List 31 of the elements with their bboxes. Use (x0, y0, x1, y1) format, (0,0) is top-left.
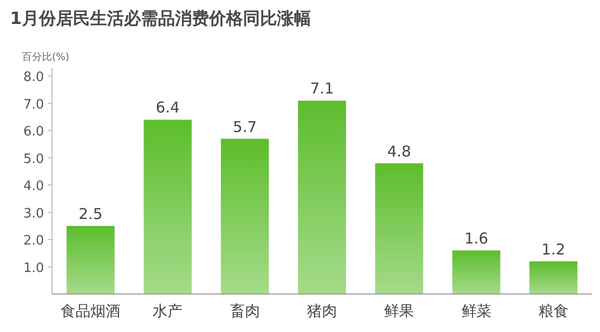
y-tick-label: 6.0 (23, 124, 44, 140)
data-label: 2.5 (78, 204, 102, 223)
bar (529, 261, 578, 294)
y-tick-label: 8.0 (23, 70, 44, 86)
y-tick-label: 3.0 (23, 206, 44, 222)
x-tick-label: 猪肉 (307, 302, 337, 320)
data-label: 5.7 (232, 118, 257, 136)
data-label: 4.8 (387, 142, 412, 160)
x-tick-label: 鲜菜 (461, 302, 492, 320)
x-tick-label: 水产 (152, 302, 183, 320)
data-label: 1.2 (542, 240, 566, 258)
bar (66, 226, 115, 294)
x-tick-label: 畜肉 (230, 302, 260, 320)
x-tick-label: 粮食 (538, 302, 568, 320)
bar (220, 138, 269, 294)
data-label: 7.1 (310, 80, 334, 98)
y-tick-label: 7.0 (23, 97, 44, 112)
y-axis-title: 百分比(%) (22, 51, 70, 63)
bar (452, 250, 500, 294)
data-label: 6.4 (156, 98, 180, 117)
y-tick-label: 5.0 (23, 152, 44, 167)
y-tick-label: 2.0 (23, 234, 44, 249)
x-tick-label: 鲜果 (384, 302, 414, 320)
bar (375, 163, 424, 294)
chart-title: 1月份居民生活必需品消费价格同比涨幅 (10, 9, 311, 29)
y-tick-label: 4.0 (23, 179, 44, 194)
x-tick-label: 食品烟酒 (60, 302, 121, 320)
y-tick-label: 1.0 (23, 260, 44, 276)
data-label: 1.6 (464, 229, 488, 248)
bar (298, 100, 346, 294)
bar (144, 120, 192, 294)
